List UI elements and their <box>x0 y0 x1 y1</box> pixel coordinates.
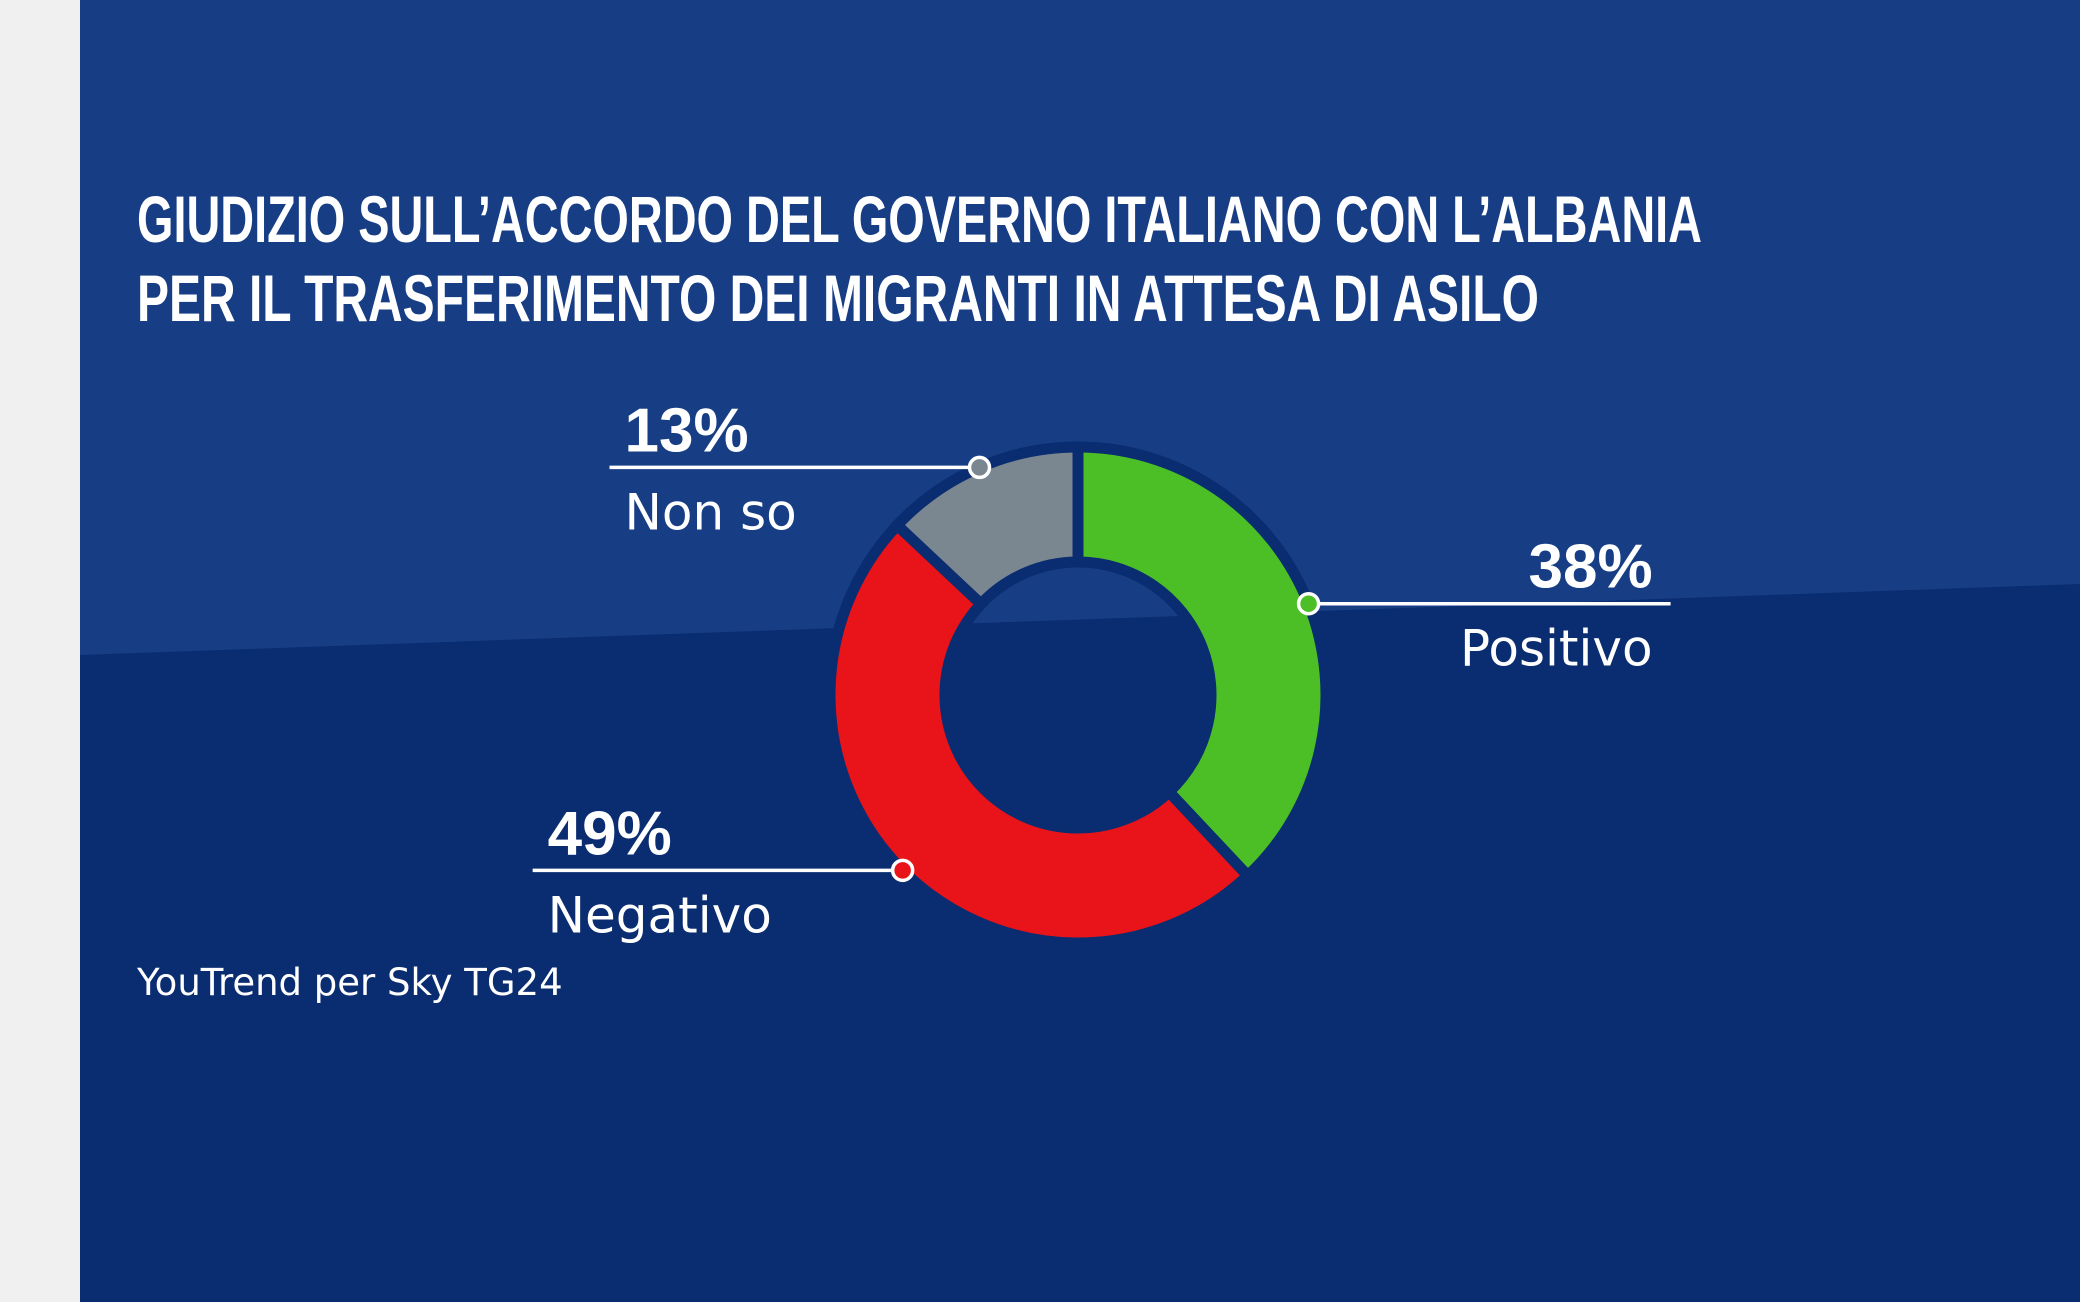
leader-dot <box>890 858 915 883</box>
value-label: 49% <box>548 799 672 868</box>
donut-segment <box>1072 441 1332 884</box>
leader-dot <box>967 455 992 480</box>
value-label: 38% <box>1528 533 1652 602</box>
source: YouTrend per Sky TG24 <box>136 961 563 1004</box>
chart-title: GIUDIZIO SULL’ACCORDO DEL GOVERNO ITALIA… <box>137 182 1702 256</box>
category-label: Non so <box>625 483 797 541</box>
donut-segment <box>824 517 1256 949</box>
donut-segment <box>889 441 1084 612</box>
left-strip <box>0 0 80 1302</box>
leader-dot <box>1296 591 1321 616</box>
chart-title: PER IL TRASFERIMENTO DEI MIGRANTI IN ATT… <box>137 261 1539 335</box>
category-label: Positivo <box>1460 620 1653 678</box>
value-label: 13% <box>625 396 749 465</box>
background-band <box>80 0 2080 655</box>
category-label: Negativo <box>548 886 772 944</box>
